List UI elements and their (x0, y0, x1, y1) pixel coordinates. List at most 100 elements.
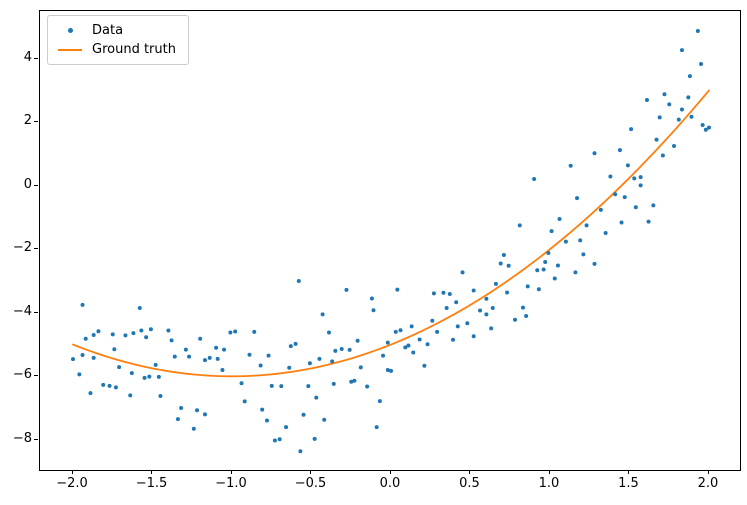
data-point (144, 335, 149, 340)
data-point (153, 362, 158, 367)
data-point (584, 223, 589, 228)
data-point (128, 393, 133, 398)
data-point (700, 123, 705, 128)
data-point (239, 381, 244, 386)
data-point (123, 333, 128, 338)
data-point (301, 412, 306, 417)
data-point (430, 318, 435, 323)
data-point (88, 391, 93, 396)
data-point (80, 353, 85, 358)
data-point (679, 107, 684, 112)
data-point (242, 399, 247, 404)
data-point (484, 296, 489, 301)
y-tick-label: −6 (12, 367, 32, 383)
data-point (207, 355, 212, 360)
data-point (179, 406, 184, 411)
data-point (654, 137, 659, 142)
y-tick-label: −4 (12, 303, 32, 319)
x-tick-mark (71, 470, 73, 474)
data-point (603, 231, 608, 236)
data-point (484, 312, 489, 317)
y-tick-label: −8 (12, 430, 32, 446)
data-point (557, 217, 562, 222)
data-point (536, 287, 541, 292)
x-tick-label: −2.0 (56, 476, 88, 491)
legend-label: Data (92, 23, 124, 38)
data-point (358, 365, 363, 370)
data-point (158, 393, 163, 398)
data-point (96, 329, 101, 334)
data-point (266, 353, 271, 358)
data-point (183, 347, 188, 352)
data-point (220, 367, 225, 372)
data-point (269, 383, 274, 388)
data-point (187, 354, 192, 359)
data-point (625, 163, 630, 168)
data-point (506, 263, 511, 268)
data-point (314, 395, 319, 400)
data-point (532, 177, 537, 182)
data-point (110, 332, 115, 337)
data-point (524, 313, 529, 318)
data-point (505, 290, 510, 295)
data-point (489, 326, 494, 331)
data-point (277, 437, 282, 442)
data-point (347, 347, 352, 352)
data-point (411, 350, 416, 355)
data-point (592, 151, 597, 156)
x-tick-mark (548, 470, 550, 474)
data-point (608, 174, 613, 179)
data-point (331, 381, 336, 386)
data-point (222, 347, 227, 352)
data-point (169, 338, 174, 343)
x-tick-label: −1.0 (215, 476, 247, 491)
data-point (632, 176, 637, 181)
legend-label: Ground truth (92, 42, 176, 57)
data-point (156, 374, 161, 379)
x-tick-mark (628, 470, 630, 474)
data-point (284, 425, 289, 430)
data-point (395, 287, 400, 292)
data-point (91, 355, 96, 360)
data-point (543, 259, 548, 264)
data-point (644, 97, 649, 102)
y-tick-mark (34, 438, 38, 440)
y-tick-label: −2 (12, 240, 32, 256)
data-point (307, 361, 312, 366)
x-tick-label: 1.5 (618, 476, 639, 491)
y-tick-mark (34, 248, 38, 250)
data-point (287, 365, 292, 370)
data-point (374, 425, 379, 430)
data-point (695, 29, 700, 34)
x-tick-mark (151, 470, 153, 474)
data-point (455, 324, 460, 329)
data-point (638, 183, 643, 188)
legend-dot-marker-icon (55, 28, 85, 33)
x-tick-label: 0.5 (459, 476, 480, 491)
data-point (70, 357, 75, 362)
data-point (581, 252, 586, 257)
data-point (195, 408, 200, 413)
data-point (667, 102, 672, 107)
data-point (306, 384, 311, 389)
data-point (322, 417, 327, 422)
data-point (573, 270, 578, 275)
data-point (131, 331, 136, 336)
data-point (352, 378, 357, 383)
x-tick-label: −0.5 (294, 476, 327, 491)
data-point (388, 368, 393, 373)
data-point (247, 352, 252, 357)
data-point (80, 302, 85, 307)
data-point (546, 251, 551, 256)
data-point (83, 336, 88, 341)
data-point (517, 223, 522, 228)
legend-line-marker-icon (55, 48, 85, 51)
data-point (381, 353, 386, 358)
plot-svg (70, 29, 711, 454)
data-point (377, 399, 382, 404)
plot-area: Data Ground truth (39, 10, 741, 471)
data-point (202, 358, 207, 363)
data-point (676, 117, 681, 122)
data-point (393, 329, 398, 334)
